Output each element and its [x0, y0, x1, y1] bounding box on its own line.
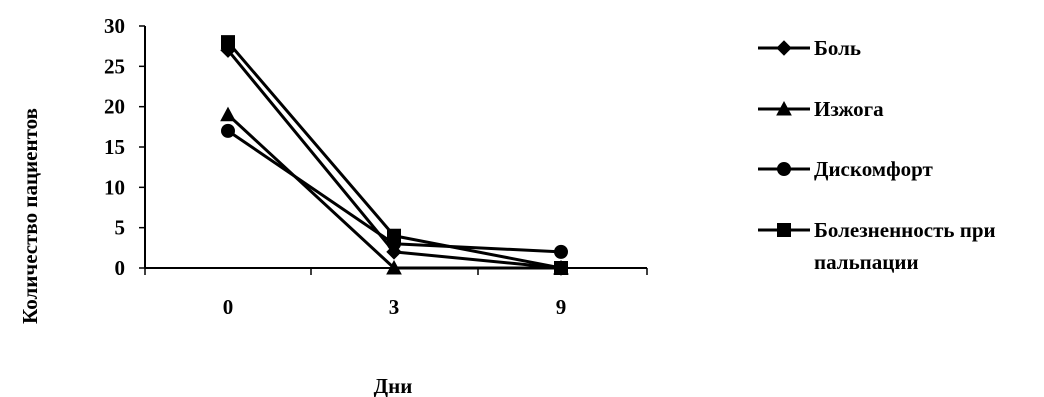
- y-tick-label: 5: [115, 216, 126, 240]
- series-4-point: [221, 35, 235, 50]
- x-tick-label: 3: [389, 295, 400, 319]
- legend-label: Изжога: [814, 97, 884, 121]
- legend-label: Дискомфорт: [814, 157, 934, 181]
- series-markers: [220, 35, 569, 276]
- y-tick-label: 15: [104, 135, 125, 159]
- series-4-point: [554, 261, 568, 275]
- legend-marker-square: [777, 223, 791, 237]
- series-4-point: [387, 228, 401, 243]
- y-tick-label: 0: [115, 256, 126, 280]
- x-tick-label: 0: [223, 295, 234, 319]
- legend: Боль Изжога Дискомфорт Болезненность при пал…: [758, 36, 996, 274]
- legend-label: Боль: [814, 36, 861, 60]
- legend-marker-diamond: [776, 40, 792, 56]
- legend-label: пальпации: [814, 250, 919, 274]
- series-3-point: [554, 244, 568, 259]
- y-tick-label: 30: [104, 14, 125, 38]
- legend-label: Болезненность при: [814, 218, 996, 242]
- x-axis-title: Дни: [374, 374, 413, 397]
- y-axis-title: Количество пациентов: [18, 108, 42, 324]
- y-tick-label: 10: [104, 175, 125, 199]
- y-tick-label: 25: [104, 54, 125, 78]
- legend-marker-circle: [777, 162, 791, 176]
- legend-marker-triangle: [776, 100, 792, 116]
- series-2-point: [220, 106, 236, 122]
- series-2-point: [386, 259, 402, 275]
- series-3-point: [221, 123, 235, 138]
- x-tick-label: 9: [556, 295, 567, 319]
- tick-labels: 0 5 10 15 20 25 30 0 3 9: [104, 14, 566, 319]
- y-tick-label: 20: [104, 95, 125, 119]
